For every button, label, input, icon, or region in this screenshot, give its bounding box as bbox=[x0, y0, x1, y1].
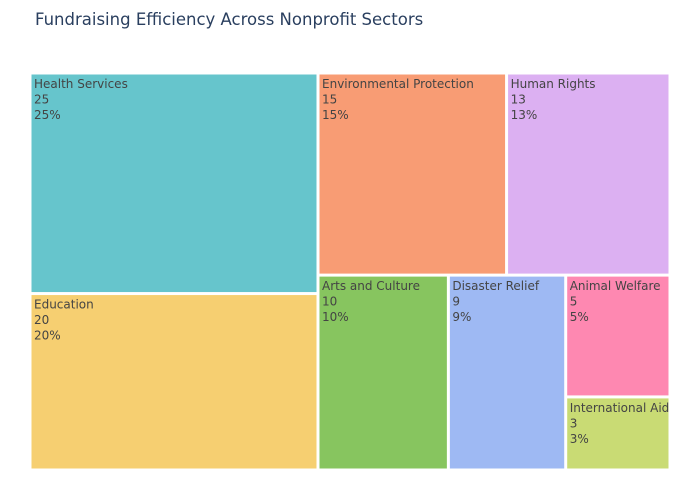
tile-percent-environmental-protection: 15% bbox=[322, 108, 349, 122]
tile-value-animal-welfare: 5 bbox=[570, 295, 578, 309]
tile-label-disaster-relief: Disaster Relief bbox=[452, 279, 540, 293]
tile-rect-disaster-relief bbox=[448, 275, 566, 470]
tile-rect-environmental-protection bbox=[318, 73, 507, 275]
tile-label-education: Education bbox=[34, 298, 94, 312]
tile-percent-international-aid: 3% bbox=[570, 432, 589, 446]
tile-label-human-rights: Human Rights bbox=[511, 77, 596, 91]
chart-title: Fundraising Efficiency Across Nonprofit … bbox=[35, 10, 423, 29]
tile-rect-education bbox=[30, 294, 318, 470]
tile-value-environmental-protection: 15 bbox=[322, 93, 337, 107]
tile-percent-arts-and-culture: 10% bbox=[322, 310, 349, 324]
tile-label-environmental-protection: Environmental Protection bbox=[322, 77, 474, 91]
tile-disaster-relief: Disaster Relief 99% bbox=[448, 275, 566, 470]
tile-percent-disaster-relief: 9% bbox=[452, 310, 471, 324]
tile-label-international-aid: International Aid bbox=[570, 401, 670, 415]
tile-label-arts-and-culture: Arts and Culture bbox=[322, 279, 420, 293]
tile-value-arts-and-culture: 10 bbox=[322, 295, 337, 309]
tile-rect-human-rights bbox=[507, 73, 670, 275]
tile-value-health-services: 25 bbox=[34, 93, 49, 107]
tile-percent-health-services: 25% bbox=[34, 108, 61, 122]
tile-label-animal-welfare: Animal Welfare bbox=[570, 279, 661, 293]
tile-animal-welfare: Animal Welfare 55% bbox=[566, 275, 670, 397]
tile-value-education: 20 bbox=[34, 313, 49, 327]
tile-value-human-rights: 13 bbox=[511, 93, 526, 107]
tile-rect-international-aid bbox=[566, 397, 670, 470]
tile-percent-education: 20% bbox=[34, 329, 61, 343]
tile-percent-animal-welfare: 5% bbox=[570, 310, 589, 324]
tile-percent-human-rights: 13% bbox=[511, 108, 538, 122]
tile-rect-animal-welfare bbox=[566, 275, 670, 397]
tile-value-international-aid: 3 bbox=[570, 416, 578, 430]
tile-rect-health-services bbox=[30, 73, 318, 294]
tile-rect-arts-and-culture bbox=[318, 275, 448, 470]
tile-label-health-services: Health Services bbox=[34, 77, 128, 91]
tile-value-disaster-relief: 9 bbox=[452, 295, 460, 309]
